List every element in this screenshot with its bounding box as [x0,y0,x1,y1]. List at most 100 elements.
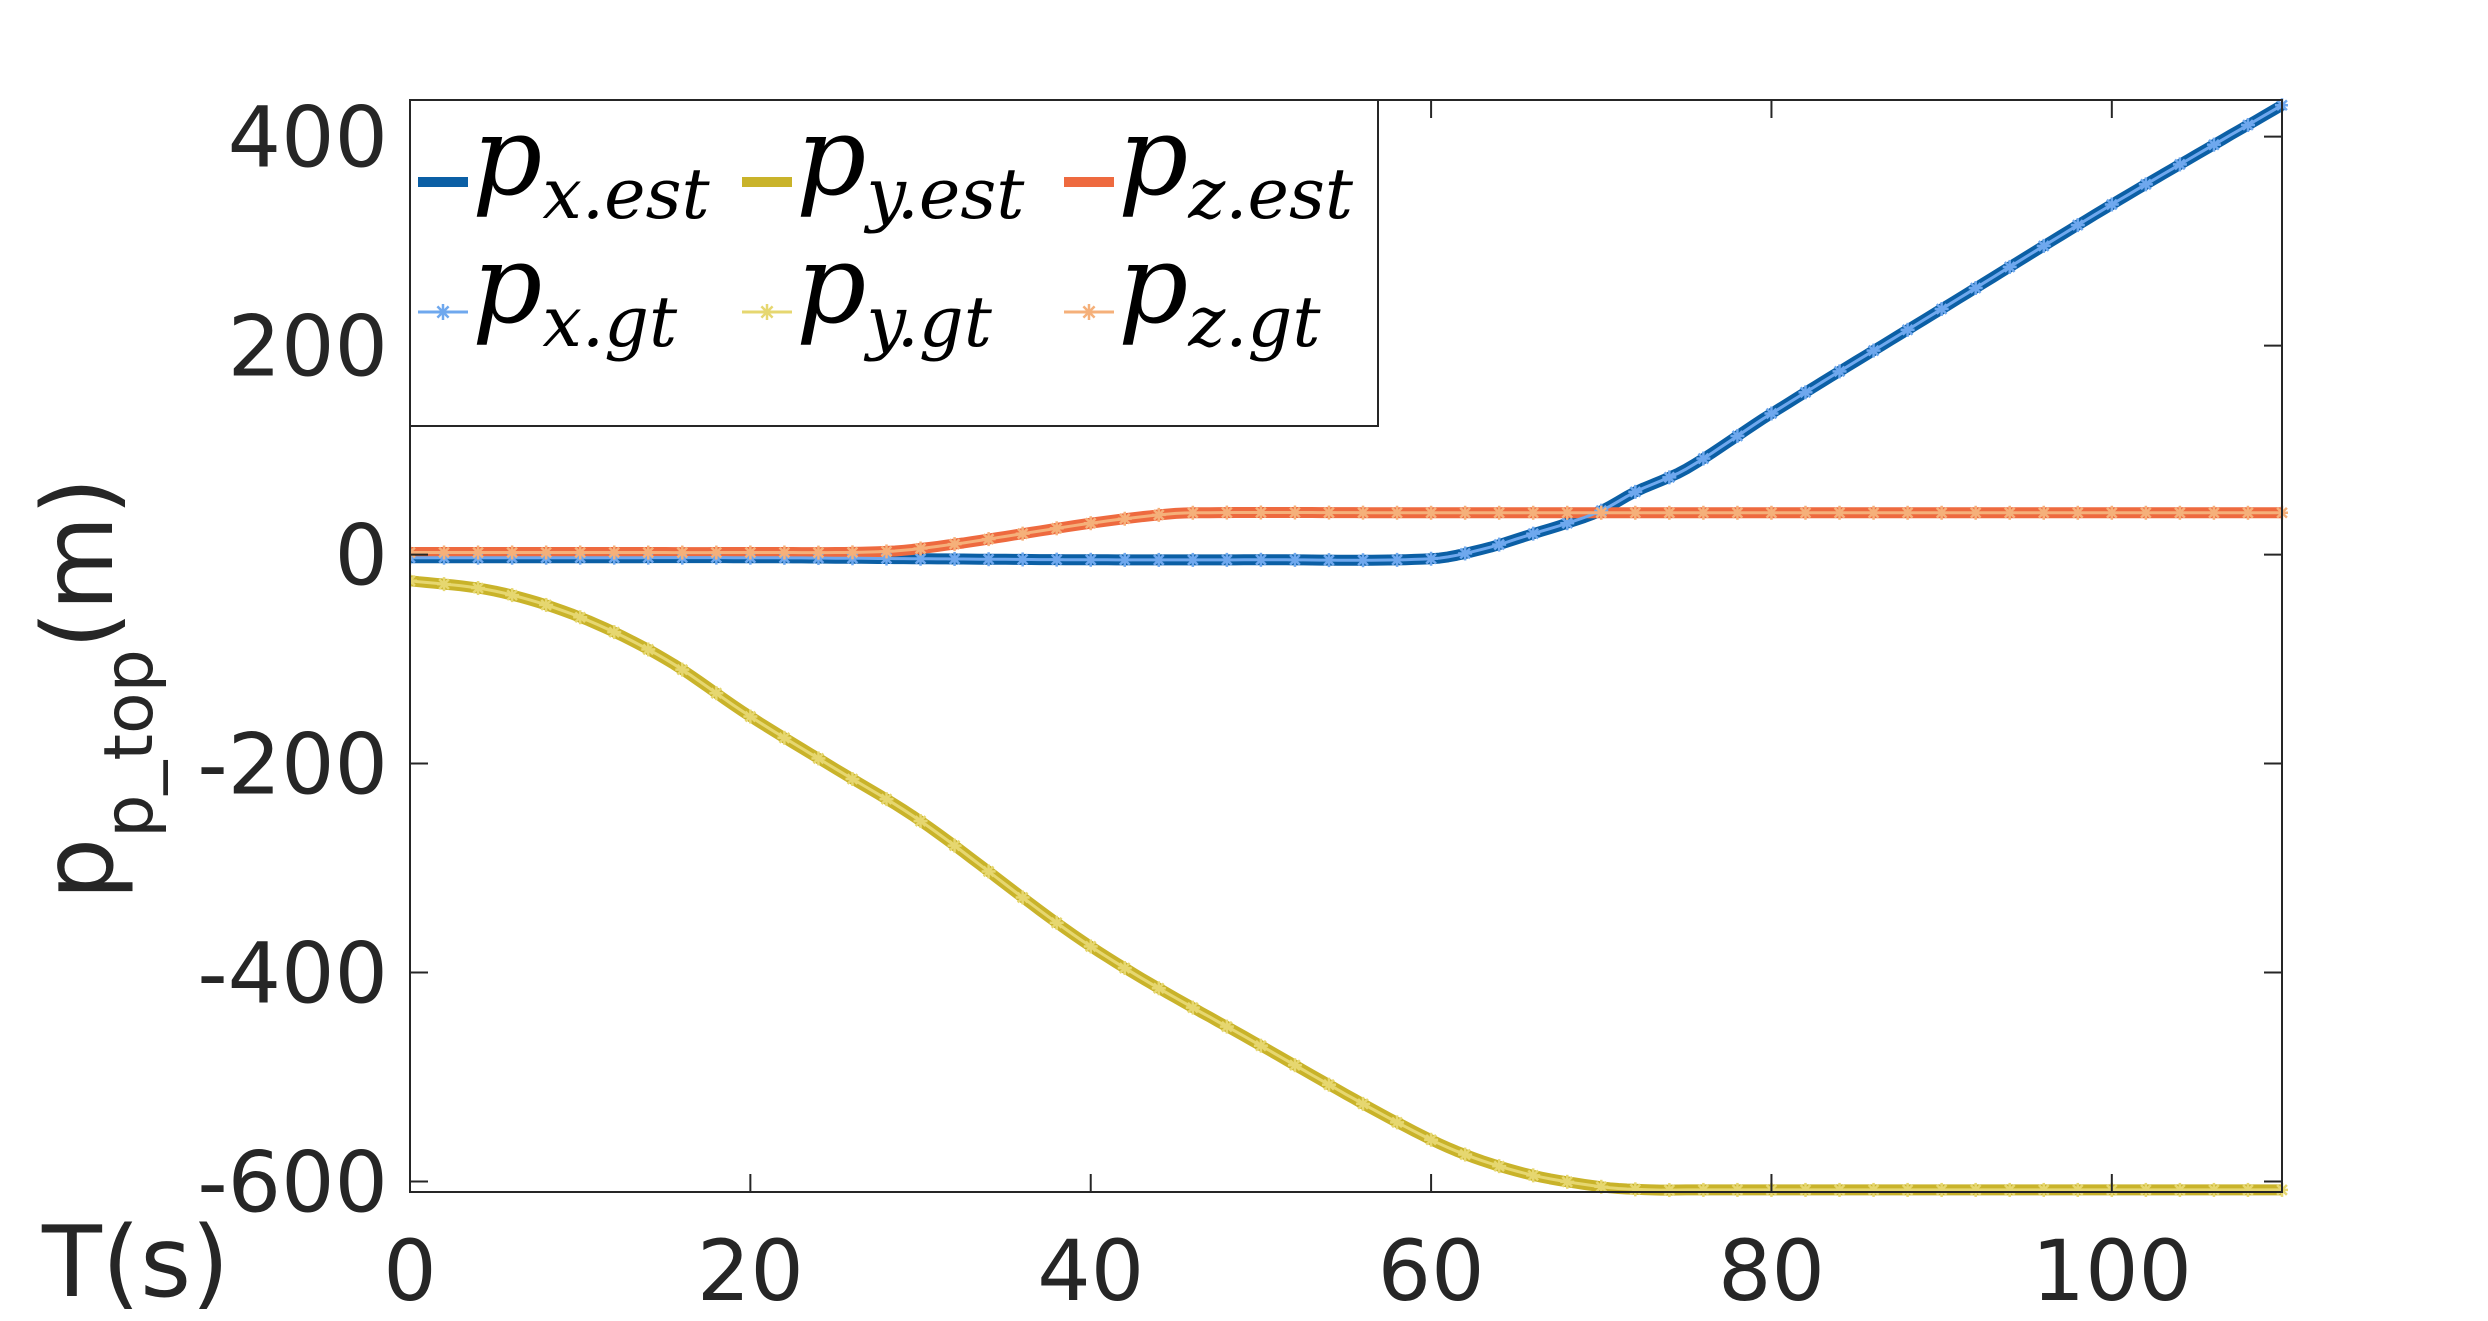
series-point-x-gt [1083,552,1098,567]
series-point-z-gt [1730,505,1745,520]
series-point-z-gt [437,545,452,560]
series-point-x-gt [1934,301,1949,316]
series-point-y-gt [1900,1182,1915,1197]
series-point-z-gt [2002,505,2017,520]
series-point-y-gt [1832,1182,1847,1197]
series-point-y-gt [437,577,452,592]
series-point-z-gt [1832,505,1847,520]
series-point-y-gt [675,662,690,677]
series-point-z-gt [1015,526,1030,541]
legend-label-x-gt: px.gt [472,220,678,363]
series-point-x-gt [947,551,962,566]
series-point-y-gt [743,709,758,724]
series-point-z-gt [1424,505,1439,520]
y-axis-title: pp_top(m) [22,477,169,900]
series-point-y-gt [981,864,996,879]
x-tick-label: 0 [383,1222,436,1320]
series-point-y-gt [1049,915,1064,930]
series-point-y-gt [2002,1182,2017,1197]
series-point-y-gt [1560,1174,1575,1189]
y-tick-label: 200 [228,298,388,396]
series-point-y-gt [811,751,826,766]
legend: px.est py.est pz.est px.gt py.gt pz.gt [409,92,1379,427]
series-point-z-gt [1356,505,1371,520]
series-point-z-gt [573,545,588,560]
series-point-z-gt [2138,505,2153,520]
series-point-z-gt [1662,505,1677,520]
series-point-z-gt [1321,505,1336,520]
series-point-x-gt [1253,552,1268,567]
series-point-y-gt [1356,1096,1371,1111]
series-point-z-gt [2240,505,2255,520]
series-point-z-gt [947,537,962,552]
series-point-x-gt [1219,552,1234,567]
series-point-y-gt [1662,1183,1677,1198]
series-point-z-gt [1049,521,1064,536]
series-point-y-gt [777,730,792,745]
series-point-z-gt [879,544,894,559]
series-point-x-gt [1526,526,1541,541]
plot-area [410,98,2288,1198]
legend-label-z-gt: pz.gt [1118,220,1321,363]
series-point-y-gt [1287,1058,1302,1073]
series-point-y-gt [1968,1182,1983,1197]
series-point-x-gt [1730,428,1745,443]
series-point-x-gt [1356,553,1371,568]
series-point-x-gt [1151,552,1166,567]
series-point-y-gt [1492,1159,1507,1174]
series-point-x-gt [1117,552,1132,567]
series-point-y-gt [879,792,894,807]
legend-label-y-est: py.est [796,92,1025,235]
series-point-z-gt [845,545,860,560]
legend-label-x-est: px.est [472,92,710,235]
series-point-z-gt [1628,505,1643,520]
series-point-z-gt [743,545,758,560]
series-point-z-gt [1492,505,1507,520]
series-point-z-gt [1968,505,1983,520]
series-point-z-gt [709,545,724,560]
series-point-x-gt [2104,197,2119,212]
series-point-z-gt [981,532,996,547]
y-axis-title-base: p [22,838,136,900]
x-tick-label: 20 [697,1222,804,1320]
legend-label-y-gt: py.gt [796,220,993,363]
series-point-y-gt [607,625,622,640]
series-point-x-gt [1798,385,1813,400]
series-point-x-gt [2206,137,2221,152]
x-tick-label: 40 [1037,1222,1144,1320]
series-point-x-gt [1696,451,1711,466]
series-point-x-gt [2240,117,2255,132]
x-tick-label: 60 [1378,1222,1485,1320]
series-point-z-gt [1151,507,1166,522]
series-point-y-gt [1083,939,1098,954]
series-point-z-gt [1458,505,1473,520]
series-point-x-gt [1321,553,1336,568]
series-point-y-gt [1390,1115,1405,1130]
series-point-y-gt [2036,1182,2051,1197]
series-point-z-gt [539,545,554,560]
series-point-z-gt [1798,505,1813,520]
series-point-y-gt [1424,1132,1439,1147]
series-point-y-gt [1219,1019,1234,1034]
series-point-y-gt [845,772,860,787]
series-point-z-gt [1934,505,1949,520]
series-point-y-gt [1730,1182,1745,1197]
legend-label-z-est: pz.est [1118,92,1354,235]
y-tick-label: 400 [228,89,388,187]
series-point-x-gt [981,552,996,567]
series-point-x-gt [1458,546,1473,561]
series-point-y-gt [641,642,656,657]
series-point-x-gt [2138,177,2153,192]
series-point-y-gt [1696,1182,1711,1197]
y-axis-title-subscript: p_top [90,649,169,838]
series-point-y-gt [1185,1000,1200,1015]
series-point-z-gt [1560,505,1575,520]
series-point-z-gt [1866,505,1881,520]
series-point-z-gt [2104,505,2119,520]
series-point-y-gt [2206,1182,2221,1197]
series-point-y-gt [2240,1182,2255,1197]
y-axis-title-unit: (m) [22,477,136,649]
series-point-z-gt [1185,505,1200,520]
series-point-y-gt [471,581,486,596]
series-point-z-gt [1594,505,1609,520]
